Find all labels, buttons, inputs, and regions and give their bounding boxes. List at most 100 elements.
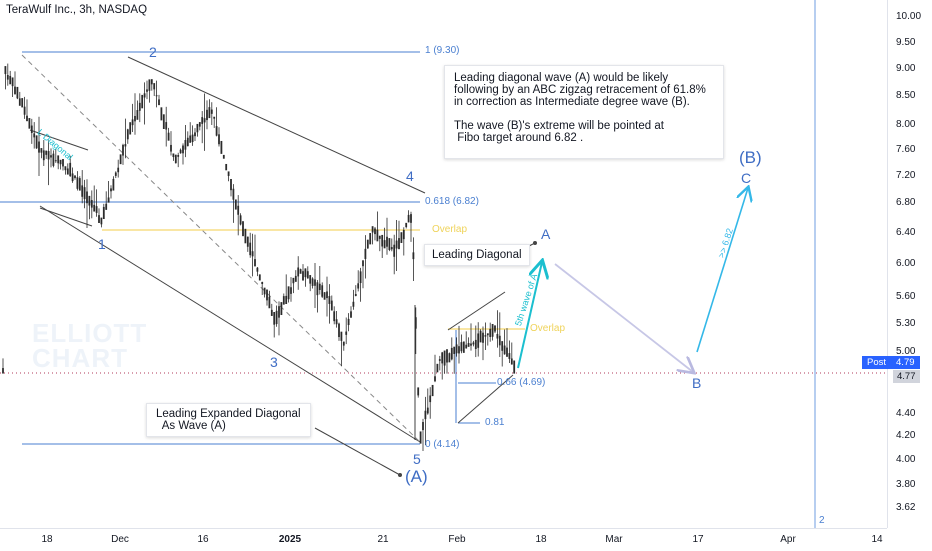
candle-body (117, 167, 120, 173)
candle-body (386, 236, 388, 247)
candle-body (510, 358, 513, 365)
candle-body (369, 233, 372, 245)
candle-body (38, 141, 40, 153)
candle-body (402, 230, 405, 240)
candle-body (237, 205, 240, 215)
candle-body (287, 286, 290, 300)
candle-body (160, 107, 163, 121)
candle-body (158, 99, 160, 106)
candle-body (239, 215, 242, 225)
candle-body (122, 144, 124, 156)
expanded-diagonal-note[interactable]: Leading Expanded Diagonal As Wave (A) (146, 403, 311, 437)
candle-body (194, 132, 196, 137)
candle-body (362, 260, 364, 267)
analysis-note[interactable]: Leading diagonal wave (A) would be likel… (444, 65, 724, 159)
leading-diagonal-note[interactable]: Leading Diagonal (424, 244, 530, 266)
candle-body (18, 98, 21, 106)
price-tick: 7.20 (896, 170, 916, 181)
candle-body (261, 282, 264, 284)
candle-body (138, 102, 141, 111)
candle-body (98, 215, 100, 223)
candle-body (184, 140, 187, 150)
candle-body (347, 318, 350, 326)
watermark-line2: CHART (32, 343, 128, 373)
candle-body (88, 195, 91, 206)
candle-body (210, 109, 213, 114)
candle-body (177, 155, 180, 157)
overlap-label-upper: Overlap (432, 224, 468, 235)
candle-body (230, 178, 232, 191)
price-tick: 7.60 (896, 144, 916, 155)
wave-label-3: 3 (270, 354, 278, 370)
wave-label-A-intermediate: (A) (405, 467, 428, 486)
time-axis[interactable] (0, 528, 887, 551)
candle-body (484, 335, 487, 337)
candle-body (167, 132, 170, 141)
candle-body (246, 236, 249, 247)
candle-body (124, 144, 127, 147)
candle-body (376, 229, 379, 242)
candle-body (366, 239, 369, 249)
pointer-dot-expanded (398, 473, 402, 477)
candle-body (83, 187, 86, 200)
wave-label-1: 1 (98, 236, 106, 252)
price-axis[interactable] (887, 0, 932, 528)
price-tick: 6.40 (896, 227, 916, 238)
candle-body (297, 267, 300, 277)
candle-body (40, 148, 43, 153)
candle-body (227, 171, 230, 176)
candle-body (311, 278, 314, 286)
candle-body (179, 149, 182, 154)
candle-body (378, 235, 381, 239)
price-tick: 9.50 (896, 37, 916, 48)
candle-body (59, 159, 62, 165)
candle-body (114, 172, 117, 176)
candle-body (232, 188, 235, 200)
candle-body (429, 395, 432, 403)
candle-body (21, 98, 24, 108)
candle-body (477, 333, 480, 348)
candle-body (491, 323, 494, 337)
candle-body (45, 150, 48, 155)
candle-body (266, 289, 268, 301)
candle-body (102, 206, 105, 220)
candle-body (393, 244, 396, 257)
candle-body (383, 240, 386, 249)
candle-body (213, 116, 216, 119)
candle-body (513, 360, 516, 374)
candle-body (381, 234, 384, 247)
candle-body (417, 387, 420, 396)
chart-canvas[interactable] (0, 0, 887, 528)
candle-body (501, 341, 504, 351)
post-label: Post (862, 356, 892, 369)
candle-body (328, 296, 331, 304)
candle-body (30, 125, 33, 134)
candle-body (426, 407, 429, 414)
price-tick: 4.00 (896, 454, 916, 465)
candle-body (256, 267, 259, 272)
overlap-label-lower: Overlap (530, 323, 566, 334)
candle-body (340, 331, 343, 341)
candle-body (222, 154, 225, 159)
candle-body (62, 159, 64, 167)
candle-body (498, 335, 501, 346)
candle-body (141, 94, 144, 109)
candle-body (153, 83, 156, 90)
candle-body (398, 238, 400, 250)
price-tick: 4.20 (896, 430, 916, 441)
upper-channel-line (127, 56, 426, 194)
candle-body (86, 191, 88, 204)
candle-body (414, 317, 417, 329)
candle-body (270, 309, 273, 316)
candle-body (506, 347, 508, 357)
price-tick: 6.00 (896, 258, 916, 269)
candle-body (273, 312, 276, 325)
a-wedge-bottom (457, 374, 514, 424)
pointer-expanded (314, 427, 401, 476)
a-wedge-top (447, 291, 506, 331)
candle-body (470, 343, 472, 346)
candle-body (170, 144, 172, 152)
candle-body (6, 74, 9, 80)
time-tick: 16 (197, 534, 209, 545)
candle-body (330, 300, 333, 311)
